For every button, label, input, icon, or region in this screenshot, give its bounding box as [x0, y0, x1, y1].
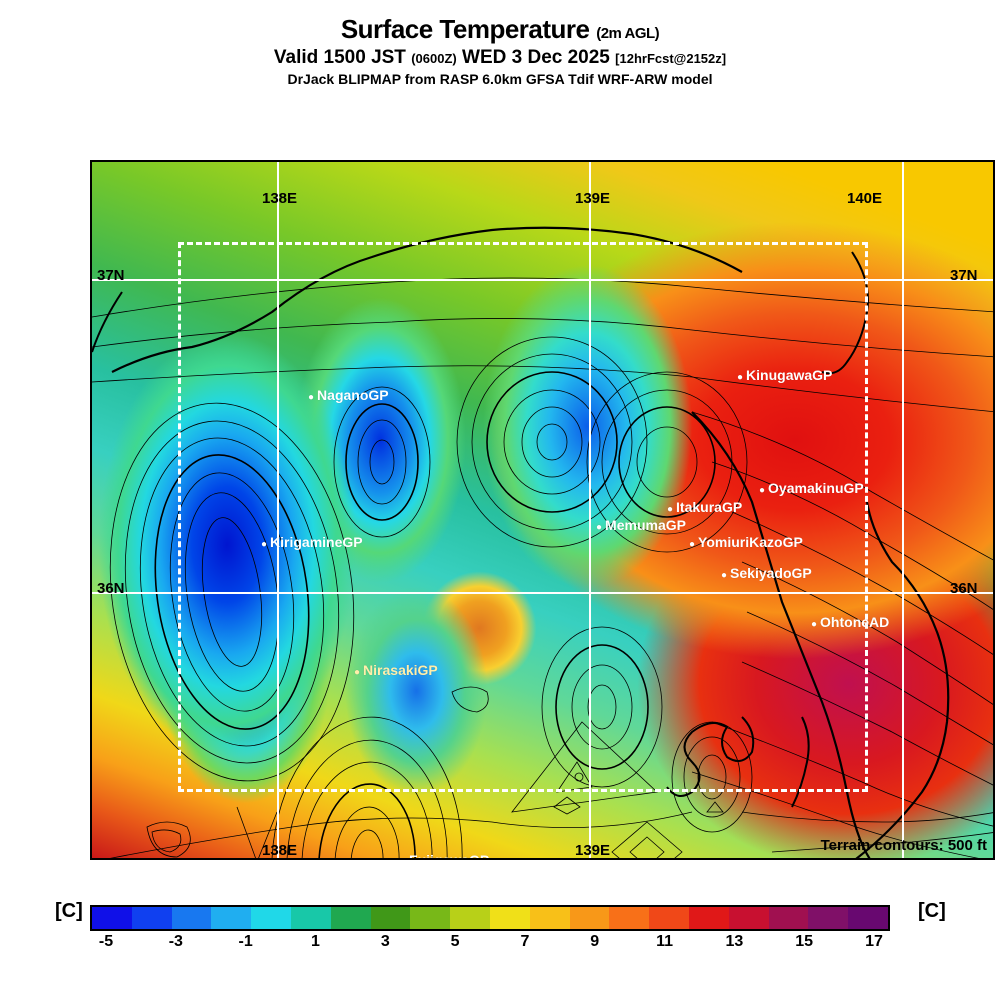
colorbar-segment: [609, 907, 649, 929]
colorbar-tick-11: 11: [656, 933, 673, 951]
colorbar-segment: [211, 907, 251, 929]
station-kirigamine[interactable]: KirigamineGP: [261, 534, 363, 550]
lat-label-36n-right: 36N: [950, 580, 978, 597]
colorbar-tick-9: 9: [590, 933, 599, 951]
colorbar-gradient: [90, 905, 890, 931]
colorbar-tick-17: 17: [865, 933, 883, 951]
contour-lines-svg: [92, 162, 995, 860]
colorbar-segment: [172, 907, 212, 929]
station-nagano[interactable]: NaganoGP: [308, 387, 389, 403]
colorbar-segment: [450, 907, 490, 929]
main-title: Surface Temperature: [341, 14, 590, 44]
model-line: DrJack BLIPMAP from RASP 6.0km GFSA Tdif…: [0, 71, 1000, 87]
temperature-contour-plot: 138E 139E 140E 138E 139E 37N 36N 37N 36N…: [90, 160, 995, 860]
colorbar-segment: [769, 907, 809, 929]
lon-label-139e-top: 139E: [575, 190, 610, 207]
station-ohtone[interactable]: OhtoneAD: [811, 614, 889, 630]
colorbar-segment: [92, 907, 132, 929]
colorbar-segment: [410, 907, 450, 929]
station-yomiurikazo[interactable]: YomiuriKazoGP: [689, 534, 803, 550]
gridline-37n: [92, 279, 993, 281]
colorbar-segment: [490, 907, 530, 929]
weather-map-page: Surface Temperature (2m AGL) Valid 1500 …: [0, 0, 1000, 1000]
colorbar-tick-5: 5: [451, 933, 460, 951]
colorbar-segment: [132, 907, 172, 929]
station-itakura[interactable]: ItakuraGP: [667, 499, 742, 515]
lat-label-36n-left: 36N: [97, 580, 125, 597]
station-sekiyado[interactable]: SekiyadoGP: [721, 565, 812, 581]
valid-sub1: (0600Z): [411, 51, 457, 66]
colorbar-tick-7: 7: [520, 933, 529, 951]
gridline-140e: [902, 162, 904, 858]
colorbar-segment: [530, 907, 570, 929]
colorbar-tick-3: 3: [381, 933, 390, 951]
colorbar-segment: [371, 907, 411, 929]
lon-label-138e-bottom: 138E: [262, 842, 297, 859]
colorbar-segment: [729, 907, 769, 929]
station-kinugawa[interactable]: KinugawaGP: [737, 367, 832, 383]
colorbar-tick-15: 15: [795, 933, 813, 951]
colorbar-unit-left: [C]: [55, 900, 83, 923]
station-fujigawa[interactable]: FujigawaGP: [400, 852, 489, 860]
colorbar-segment: [570, 907, 610, 929]
gridline-36n: [92, 592, 993, 594]
valid-mid: WED 3 Dec 2025: [462, 47, 610, 68]
colorbar-segment: [291, 907, 331, 929]
station-oyamakinu[interactable]: OyamakinuGP: [759, 480, 864, 496]
colorbar-segment: [689, 907, 729, 929]
title-subtitle: (2m AGL): [596, 25, 659, 42]
lat-label-37n-left: 37N: [97, 267, 125, 284]
gridline-138e: [277, 162, 279, 858]
colorbar-tick--3: -3: [169, 933, 183, 951]
lon-label-140e-top: 140E: [847, 190, 882, 207]
valid-sub2: [12hrFcst@2152z]: [615, 51, 726, 66]
valid-main: Valid 1500 JST: [274, 47, 406, 68]
station-nirasaki[interactable]: NirasakiGP: [354, 662, 438, 678]
colorbar-unit-right: [C]: [918, 900, 946, 923]
highlight-region-box: [178, 242, 868, 792]
lon-label-138e-top: 138E: [262, 190, 297, 207]
lon-label-139e-bottom: 139E: [575, 842, 610, 859]
colorbar-tick-1: 1: [311, 933, 320, 951]
colorbar-segment: [649, 907, 689, 929]
colorbar-container: -5 -3 -1 1 3 5 7 9 11 13 15 17: [90, 905, 910, 951]
terrain-contour-note: Terrain contours: 500 ft: [821, 837, 987, 854]
colorbar-tick--1: -1: [239, 933, 253, 951]
gridline-139e: [589, 162, 591, 858]
colorbar-segment: [848, 907, 888, 929]
colorbar-segment: [251, 907, 291, 929]
colorbar-tick-13: 13: [725, 933, 743, 951]
colorbar-segment: [808, 907, 848, 929]
colorbar-ticks: -5 -3 -1 1 3 5 7 9 11 13 15 17: [90, 931, 890, 951]
lat-label-37n-right: 37N: [950, 267, 978, 284]
colorbar-tick--5: -5: [99, 933, 113, 951]
station-memuma[interactable]: MemumaGP: [596, 517, 686, 533]
colorbar-segment: [331, 907, 371, 929]
header: Surface Temperature (2m AGL) Valid 1500 …: [0, 14, 1000, 87]
